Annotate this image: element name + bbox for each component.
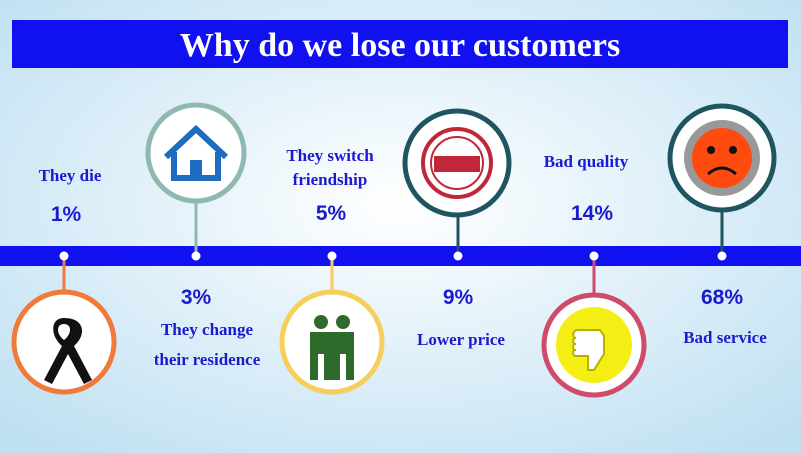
icon-friends <box>279 289 385 395</box>
item-label: They change <box>161 320 254 339</box>
icon-price <box>402 108 512 218</box>
item-label: They die <box>39 166 102 185</box>
item-label: friendship <box>293 170 368 189</box>
item-label: They switch <box>286 146 374 165</box>
icon-house <box>145 102 247 204</box>
item-value: 1% <box>51 203 82 226</box>
item-value: 9% <box>443 286 474 309</box>
item-value: 68% <box>701 286 743 309</box>
timeline-dots <box>59 251 727 261</box>
item-label: Bad service <box>683 328 767 347</box>
icon-die <box>11 289 117 395</box>
icon-sad-face <box>667 103 777 213</box>
item-label: Bad quality <box>544 152 629 171</box>
timeline <box>0 246 801 266</box>
title: Why do we lose our customers <box>180 27 620 64</box>
title-bar <box>12 20 788 68</box>
connectors <box>62 202 724 295</box>
item-label: their residence <box>154 350 261 369</box>
item-value: 3% <box>181 286 212 309</box>
icon-thumb-down <box>541 292 647 398</box>
item-value: 5% <box>316 202 347 225</box>
item-value: 14% <box>571 202 613 225</box>
item-label: Lower price <box>417 330 505 349</box>
